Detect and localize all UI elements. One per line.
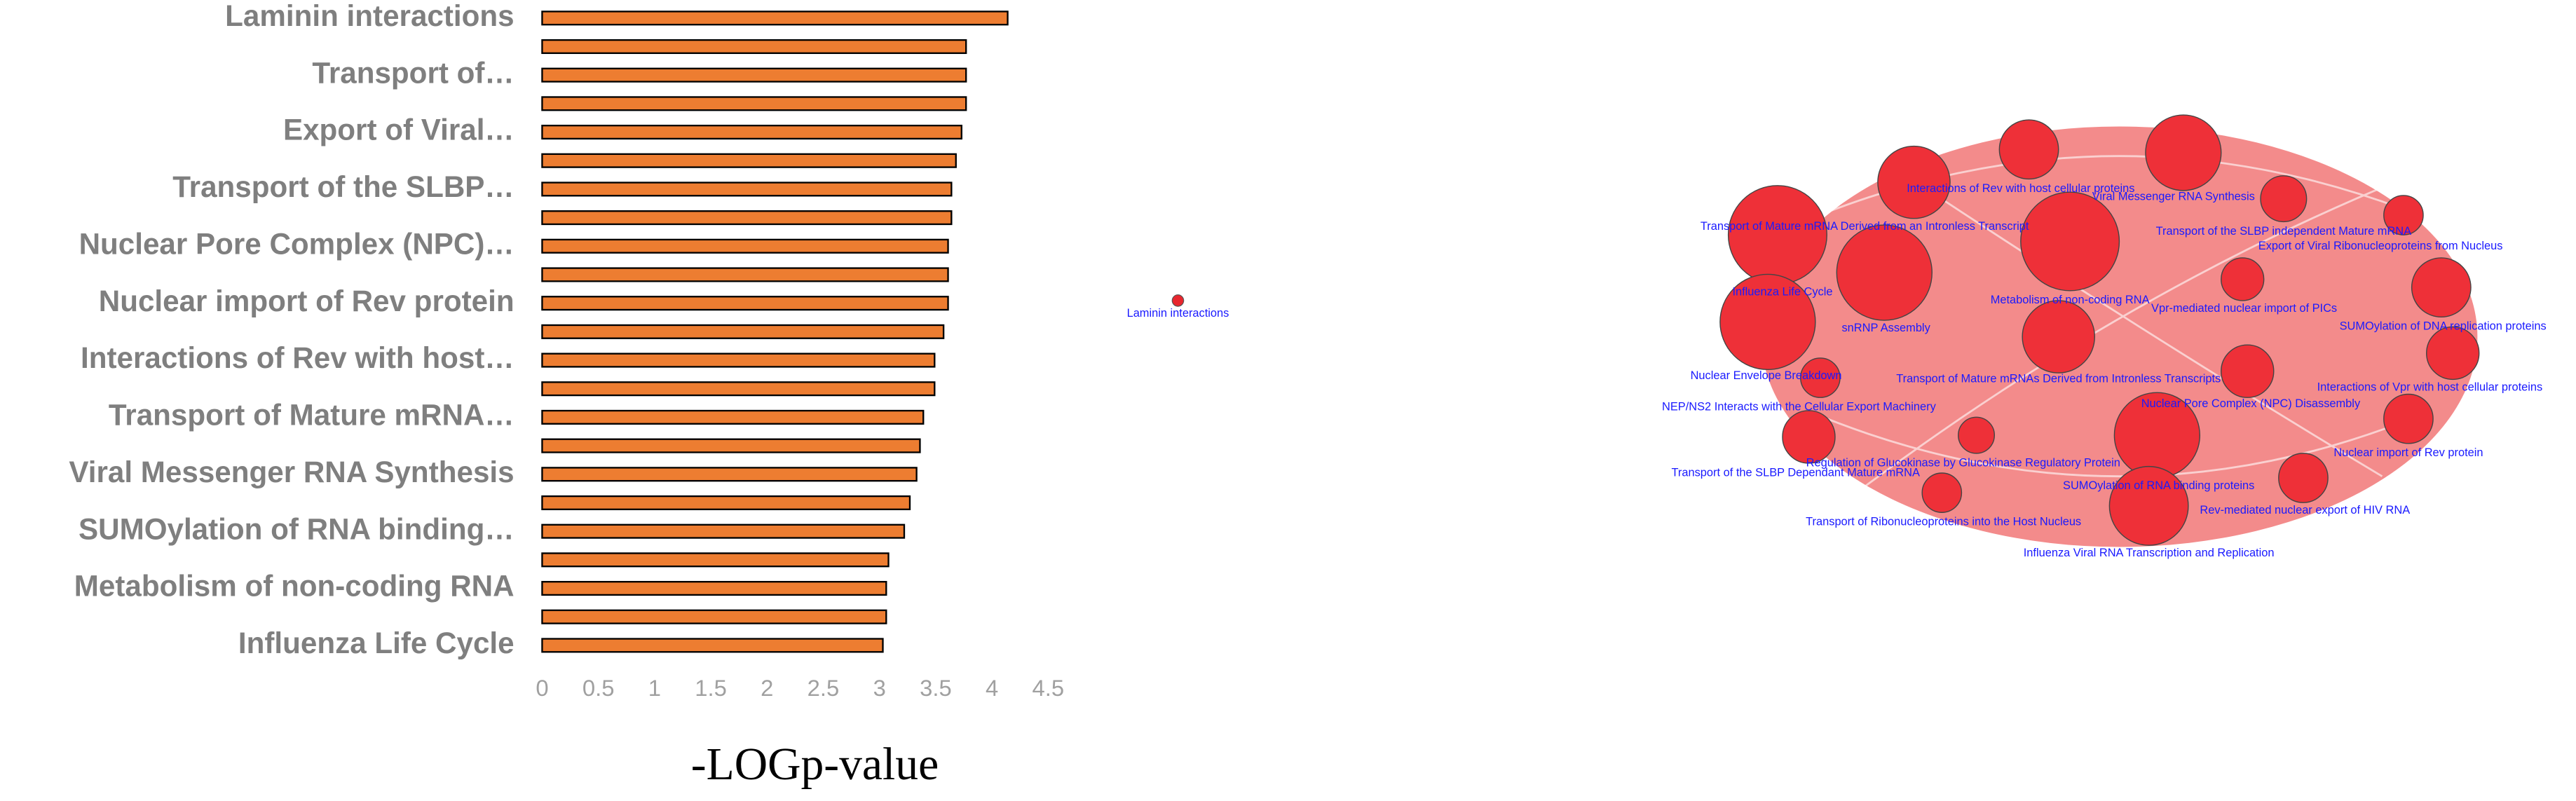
bar (541, 609, 887, 624)
network-node (2411, 257, 2472, 318)
network-node (1921, 472, 1963, 513)
y-tick-label: Transport of… (312, 56, 514, 89)
x-tick-label: 4 (986, 675, 998, 701)
network-node (2278, 453, 2329, 503)
bar (541, 296, 949, 311)
bar (541, 210, 953, 226)
network-node (2020, 191, 2120, 292)
bar (541, 182, 953, 197)
bar (541, 352, 936, 368)
x-tick-label: 3 (873, 675, 886, 701)
bar (541, 124, 962, 140)
y-tick-label: SUMOylation of RNA binding… (79, 512, 514, 545)
bar (541, 67, 967, 83)
network-node (2260, 175, 2308, 223)
bar (541, 238, 949, 254)
network-node (2022, 300, 2095, 374)
y-tick-label: Nuclear Pore Complex (NPC)… (79, 227, 514, 260)
network-node-label: Rev-mediated nuclear export of HIV RNA (2200, 504, 2410, 516)
node (1171, 294, 1185, 307)
bar (541, 552, 890, 568)
network-node-label: Regulation of Glucokinase by Glucokinase… (1806, 456, 2120, 469)
bar (541, 409, 925, 425)
network-node-label: NEP/NS2 Interacts with the Cellular Expo… (1662, 401, 1937, 413)
network-node-label: Interactions of Vpr with host cellular p… (2317, 381, 2543, 393)
network-node-label: SUMOylation of DNA replication proteins (2340, 320, 2547, 333)
network-node (2221, 257, 2265, 301)
canvas: 0 0.5 1 1.5 2 2.5 3 3.5 4 4.5 -LOGp-value Laminin i… (69, 0, 2546, 790)
network-background (1761, 126, 2478, 547)
bar (541, 523, 906, 539)
network-node-label: Export of Viral Ribonucleoproteins from … (2258, 240, 2503, 252)
network-node-label: Viral Messenger RNA Synthesis (2092, 191, 2255, 203)
x-tick-label: 1 (648, 675, 661, 701)
network-node-label: Influenza Viral RNA Transcription and Re… (2024, 547, 2275, 559)
network-node (2426, 326, 2480, 381)
network-node-label: Influenza Life Cycle (1732, 286, 1832, 299)
x-tick-label: 1.5 (695, 675, 727, 701)
network-node-label: Transport of the SLBP independent Mature… (2156, 225, 2412, 238)
network-node (1800, 357, 1841, 398)
network-node-label: snRNP Assembly (1841, 322, 1930, 334)
y-tick-label: Metabolism of non-coding RNA (74, 570, 514, 603)
network-node-label: Metabolism of non-coding RNA (1991, 294, 2150, 306)
network-node-label: Transport of Ribonucleoproteins into the… (1806, 516, 2081, 528)
bar (541, 267, 949, 282)
network-node-label: Transport of Mature mRNA Derived from an… (1701, 220, 2029, 233)
network-edges (1806, 155, 2432, 494)
bar (541, 495, 911, 511)
bar (541, 638, 884, 653)
network-node (1958, 416, 1996, 454)
network-node (1998, 119, 2059, 180)
bar (541, 467, 918, 482)
bar (541, 580, 887, 596)
x-tick-label: 2.5 (807, 675, 840, 701)
network-node (1727, 185, 1827, 285)
network-node (1877, 145, 1951, 219)
y-tick-label: Interactions of Rev with host… (81, 341, 514, 374)
y-tick-label: Influenza Life Cycle (238, 627, 514, 659)
network-node-label: Interactions of Rev with host cellular p… (1907, 182, 2134, 195)
y-tick-label: Transport of Mature mRNA… (109, 399, 514, 432)
bar (541, 438, 921, 453)
x-tick-label: 0 (536, 675, 548, 701)
y-tick-label: Laminin interactions (225, 0, 514, 32)
network-node (2108, 465, 2189, 546)
network-node-label: Nuclear Pore Complex (NPC) Disassembly (2141, 397, 2361, 410)
bar (541, 324, 945, 339)
y-tick-label: Nuclear import of Rev protein (99, 285, 514, 317)
network-node-label: Nuclear Envelope Breakdown (1691, 369, 1842, 382)
network-node (2383, 195, 2424, 235)
x-axis-title: -LOGp-value (691, 739, 939, 790)
network-node (1782, 410, 1836, 464)
bar (541, 39, 967, 55)
network-node (2221, 344, 2275, 398)
network-node-label: Nuclear import of Rev protein (2333, 446, 2483, 459)
bar (541, 11, 1009, 26)
bar (541, 153, 957, 168)
x-tick-label: 3.5 (920, 675, 952, 701)
network-node-label: Transport of Mature mRNAs Derived from I… (1896, 373, 2221, 385)
bar (541, 381, 936, 397)
x-tick-label: 0.5 (582, 675, 615, 701)
network-node-label: Vpr-mediated nuclear import of PICs (2151, 302, 2337, 315)
network-node (1836, 224, 1933, 321)
network-node-label: Transport of the SLBP Dependant Mature m… (1672, 466, 1920, 479)
y-tick-label: Export of Viral… (283, 114, 514, 146)
y-tick-label: Transport of the SLBP… (172, 170, 514, 203)
node-label: Laminin interactions (1127, 307, 1229, 320)
x-tick-label: 2 (761, 675, 773, 701)
network-node (1719, 273, 1816, 371)
bar (541, 96, 967, 111)
network-node (2383, 393, 2434, 444)
y-tick-label: Viral Messenger RNA Synthesis (69, 456, 514, 488)
network-node-label: SUMOylation of RNA binding proteins (2063, 479, 2254, 492)
network-node (2145, 114, 2222, 191)
x-tick-label: 4.5 (1033, 675, 1065, 701)
